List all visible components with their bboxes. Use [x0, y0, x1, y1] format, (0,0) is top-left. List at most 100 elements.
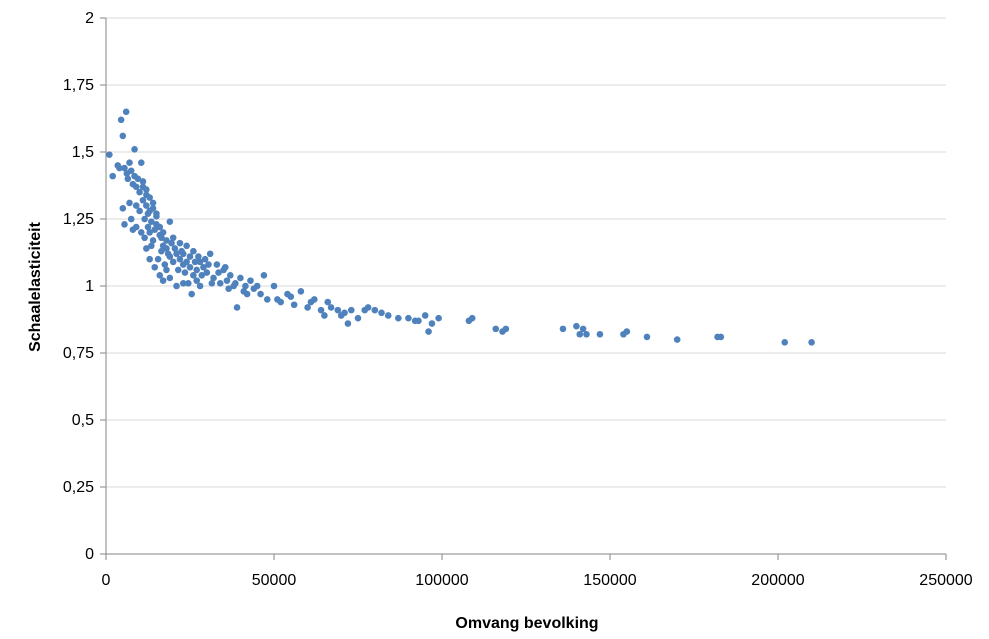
data-point	[191, 258, 199, 266]
data-point	[149, 204, 157, 212]
data-point	[136, 188, 143, 196]
x-axis-title: Omvang bevolking	[455, 615, 598, 632]
gridlines	[106, 17, 946, 488]
data-point	[334, 306, 342, 314]
data-point	[181, 269, 189, 276]
data-point	[186, 253, 194, 260]
y-axis: 0 0,25 0,5 0,75 1 1,25 1,5 1,75 2	[63, 10, 107, 563]
y-tick-label: 0,75	[63, 345, 94, 362]
data-point	[190, 271, 197, 279]
data-point	[186, 263, 194, 271]
data-point	[808, 338, 815, 346]
data-point	[154, 255, 162, 263]
x-tick-label: 150000	[583, 572, 636, 589]
data-point	[141, 215, 148, 223]
data-point	[257, 290, 264, 298]
data-point	[198, 271, 206, 279]
data-point	[148, 218, 155, 225]
x-tick-label: 100000	[415, 572, 468, 589]
data-point	[415, 317, 422, 325]
data-point	[583, 330, 590, 338]
data-point	[126, 199, 133, 207]
data-point	[149, 237, 157, 244]
data-point	[156, 223, 164, 231]
data-point	[341, 309, 348, 317]
data-point	[223, 277, 231, 284]
data-point	[213, 261, 221, 268]
data-point	[146, 229, 153, 236]
data-point	[317, 306, 325, 314]
data-point	[216, 280, 224, 287]
data-point	[174, 266, 182, 274]
data-point	[324, 298, 332, 306]
data-point	[185, 280, 192, 287]
y-tick-label: 2	[85, 10, 94, 27]
data-point	[149, 199, 157, 207]
data-point	[126, 159, 133, 167]
data-point	[143, 202, 150, 209]
x-tick-label: 50000	[252, 572, 297, 589]
y-tick-label: 1,75	[63, 77, 94, 94]
data-point	[287, 293, 295, 301]
data-point	[206, 250, 214, 258]
data-point	[717, 333, 725, 341]
data-point	[176, 239, 184, 247]
data-point	[237, 274, 244, 282]
data-point	[139, 196, 147, 204]
data-point	[263, 296, 271, 303]
data-point	[435, 314, 442, 322]
data-point	[321, 312, 328, 319]
data-point	[168, 239, 175, 247]
data-point	[327, 304, 335, 311]
data-point	[200, 263, 207, 271]
y-tick-label: 0	[85, 546, 94, 563]
data-point	[161, 261, 169, 268]
data-point	[144, 210, 152, 217]
data-point	[129, 180, 137, 188]
data-point	[247, 277, 254, 284]
y-axis-title: Schaalelasticiteit	[27, 221, 44, 352]
data-point	[169, 234, 177, 242]
data-point	[127, 215, 135, 223]
data-point	[144, 223, 152, 231]
data-point	[428, 320, 436, 327]
data-point	[421, 312, 429, 319]
data-point	[171, 245, 179, 252]
data-point	[122, 108, 130, 116]
x-tick-label: 0	[102, 572, 111, 589]
data-point	[166, 274, 174, 282]
data-point	[119, 204, 127, 212]
data-point	[183, 242, 190, 250]
data-point	[173, 282, 180, 290]
data-point	[208, 280, 216, 287]
data-point	[109, 172, 117, 180]
data-point	[196, 258, 204, 266]
data-point	[193, 277, 201, 284]
data-point	[196, 282, 204, 290]
data-point	[127, 167, 135, 175]
data-point	[188, 290, 195, 298]
data-point	[195, 253, 202, 260]
data-point	[297, 288, 305, 295]
data-point	[311, 296, 318, 303]
data-point	[124, 175, 132, 183]
data-point	[169, 258, 177, 266]
y-tick-label: 0,25	[63, 479, 94, 496]
data-point	[132, 202, 140, 209]
data-point	[121, 164, 128, 172]
data-point	[354, 314, 362, 322]
data-point	[576, 330, 584, 338]
data-point	[364, 304, 372, 311]
data-point	[139, 178, 147, 185]
data-point	[233, 304, 241, 311]
data-point	[205, 261, 212, 268]
data-point	[117, 116, 125, 124]
y-tick-label: 1,5	[72, 144, 94, 161]
data-point	[384, 312, 392, 319]
x-axis: 0 50000 100000 150000 200000 250000	[102, 553, 973, 589]
data-point	[215, 269, 222, 276]
data-point	[193, 266, 201, 274]
data-point	[225, 285, 232, 292]
data-point	[190, 247, 197, 255]
data-point	[290, 301, 298, 309]
